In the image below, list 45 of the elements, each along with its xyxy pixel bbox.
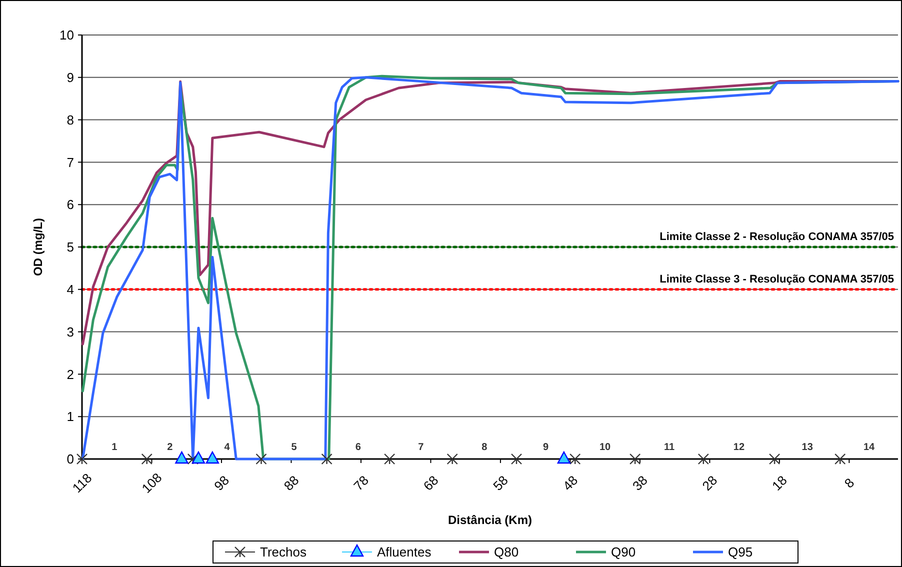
y-tick-label: 0 [66, 452, 74, 467]
x-tick-label: 68 [420, 472, 442, 494]
y-tick-label: 1 [66, 409, 74, 424]
legend-label: Q90 [611, 544, 636, 560]
x-tick-label: 38 [630, 472, 650, 494]
annotation: 8 [482, 442, 488, 453]
y-tick-label: 2 [66, 366, 74, 382]
ref-line-label: Limite Classe 2 - Resolução CONAMA 357/05 [660, 231, 894, 243]
annotation: 4 [224, 442, 230, 453]
y-tick-label: 4 [66, 282, 74, 297]
x-tick-label: 78 [350, 472, 372, 494]
legend-label: Q95 [728, 544, 753, 560]
x-tick-label: 118 [69, 470, 95, 496]
x-tick-label: 58 [490, 472, 511, 494]
y-tick-label: 3 [66, 324, 74, 340]
y-axis-title: OD (mg/L) [31, 218, 45, 276]
annotation: 14 [863, 442, 876, 453]
y-tick-label: 9 [66, 70, 74, 85]
annotation: 7 [418, 442, 424, 453]
x-tick-label: 108 [138, 470, 165, 496]
annotation: 6 [355, 442, 362, 453]
annotation: 2 [167, 442, 174, 453]
x-axis-title: Distância (Km) [448, 513, 532, 527]
legend-label: Q80 [494, 544, 519, 560]
annotation: 10 [600, 442, 612, 453]
annotation: 5 [291, 442, 298, 453]
annotation: 9 [543, 442, 550, 453]
annotation: 11 [664, 442, 675, 453]
x-tick-label: 48 [560, 472, 581, 494]
x-tick-label: 88 [280, 472, 302, 494]
annotation: 13 [802, 442, 814, 453]
y-tick-label: 7 [66, 154, 74, 170]
ref-line-label: Limite Classe 3 - Resolução CONAMA 357/05 [660, 273, 894, 286]
x-tick-label: 18 [769, 472, 790, 494]
annotation: 1 [112, 442, 118, 453]
y-tick-label: 10 [60, 28, 74, 43]
x-tick-label: 28 [699, 472, 720, 494]
x-tick-label: 8 [841, 475, 858, 491]
legend-label: Trechos [260, 544, 307, 560]
y-tick-label: 8 [66, 112, 74, 128]
legend-label: Afluentes [377, 544, 432, 560]
annotation: 12 [733, 442, 745, 453]
x-tick-label: 98 [211, 472, 232, 494]
y-tick-label: 5 [66, 240, 74, 255]
y-tick-label: 6 [66, 197, 74, 212]
